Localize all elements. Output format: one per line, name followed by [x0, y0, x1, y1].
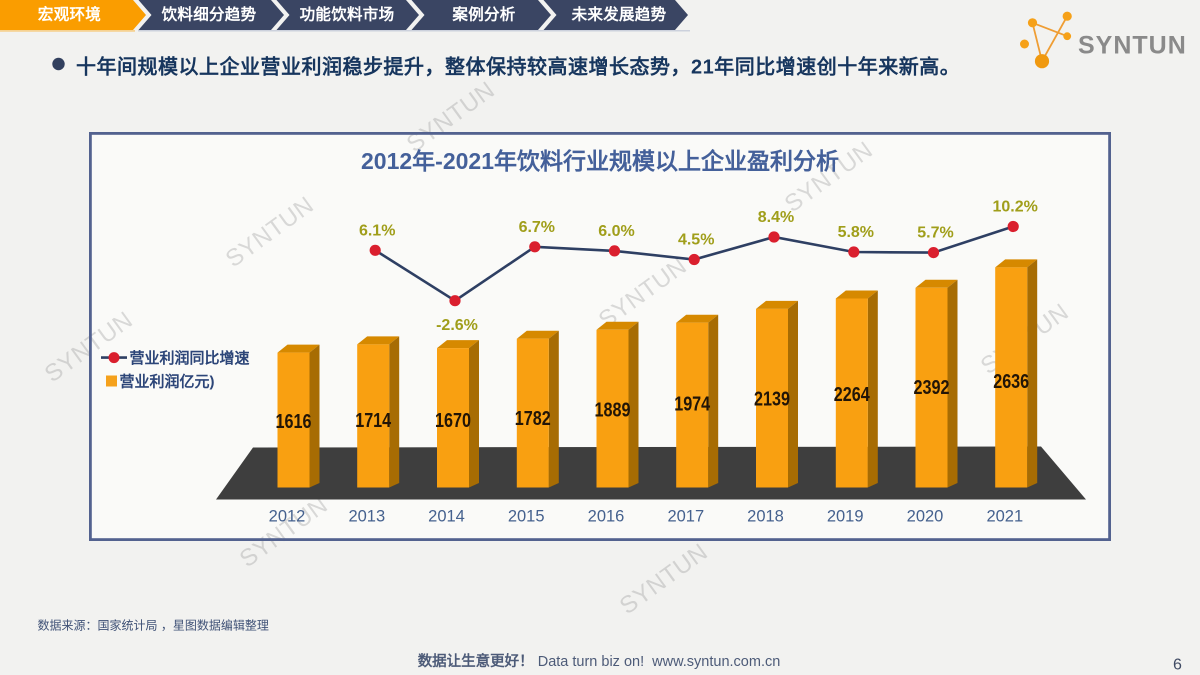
svg-text:6.7%: 6.7%	[519, 219, 555, 236]
svg-text:2264: 2264	[834, 384, 871, 406]
svg-text:2020: 2020	[907, 508, 944, 526]
svg-text:-2.6%: -2.6%	[436, 317, 478, 334]
svg-text:饮料细分趋势: 饮料细分趋势	[161, 5, 257, 24]
svg-text:SYNTUN: SYNTUN	[1078, 32, 1187, 60]
svg-text:2636: 2636	[993, 371, 1029, 393]
svg-text:1782: 1782	[515, 408, 551, 430]
svg-text:5.8%: 5.8%	[838, 224, 874, 241]
svg-text:2139: 2139	[754, 389, 790, 411]
svg-text:功能饮料市场: 功能饮料市场	[300, 5, 395, 24]
svg-text:8.4%: 8.4%	[758, 209, 794, 226]
svg-text:数据来源：国家统计局 ，星图数据编辑整理: 数据来源：国家统计局 ，星图数据编辑整理	[38, 618, 269, 633]
svg-text:未来发展趋势: 未来发展趋势	[571, 5, 667, 24]
svg-text:2018: 2018	[747, 508, 784, 526]
svg-text:2013: 2013	[348, 508, 385, 526]
svg-text:宏观环境: 宏观环境	[38, 5, 101, 24]
svg-text:2015: 2015	[508, 508, 545, 526]
svg-text:SYNTUN: SYNTUN	[615, 538, 713, 620]
svg-text:5.7%: 5.7%	[917, 225, 953, 242]
svg-text:2021: 2021	[986, 508, 1023, 526]
svg-text:1974: 1974	[674, 394, 711, 416]
svg-text:案例分析: 案例分析	[451, 5, 515, 24]
svg-text:2017: 2017	[667, 508, 704, 526]
svg-text:6.1%: 6.1%	[359, 222, 395, 239]
svg-text:2012年-2021年饮料行业规模以上企业盈利分析: 2012年-2021年饮料行业规模以上企业盈利分析	[361, 148, 839, 174]
svg-text:1616: 1616	[276, 411, 312, 433]
svg-text:十年间规模以上企业营业利润稳步提升，整体保持较高速增长态势，: 十年间规模以上企业营业利润稳步提升，整体保持较高速增长态势，21年同比增速创十年…	[76, 55, 960, 79]
svg-text:6.0%: 6.0%	[598, 223, 634, 240]
svg-text:4.5%: 4.5%	[678, 232, 714, 249]
svg-text:2014: 2014	[428, 508, 465, 526]
svg-text:2016: 2016	[588, 508, 625, 526]
svg-text:数据让生意更好！ Data turn biz on! ww: 数据让生意更好！ Data turn biz on! www.syntun.co…	[418, 652, 781, 670]
svg-text:6: 6	[1173, 657, 1182, 674]
svg-text:2392: 2392	[914, 377, 950, 399]
svg-text:1889: 1889	[595, 400, 631, 422]
svg-text:营业利润亿元): 营业利润亿元)	[120, 373, 215, 391]
svg-text:2012: 2012	[269, 508, 306, 526]
svg-text:2019: 2019	[827, 508, 864, 526]
svg-text:营业利润同比增速: 营业利润同比增速	[130, 349, 250, 367]
svg-text:1670: 1670	[435, 410, 471, 432]
svg-text:10.2%: 10.2%	[993, 199, 1038, 216]
svg-text:1714: 1714	[355, 410, 392, 432]
